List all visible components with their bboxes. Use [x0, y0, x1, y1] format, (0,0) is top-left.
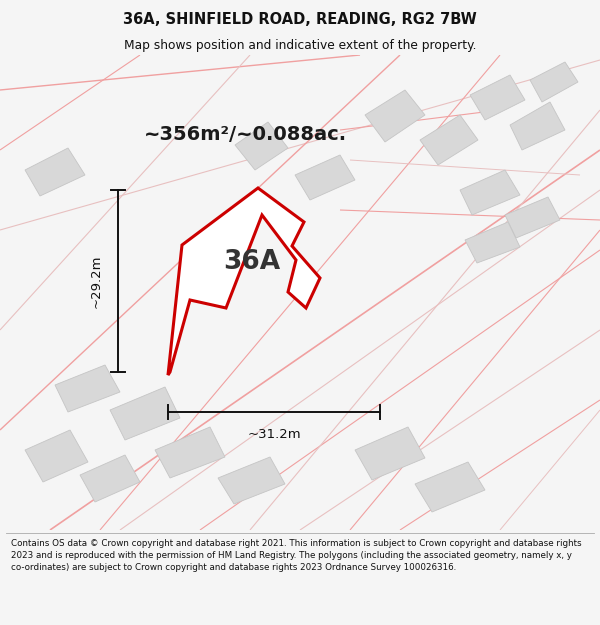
Text: ~29.2m: ~29.2m [89, 254, 103, 308]
Polygon shape [510, 102, 565, 150]
Polygon shape [420, 115, 478, 165]
Text: Contains OS data © Crown copyright and database right 2021. This information is : Contains OS data © Crown copyright and d… [11, 539, 581, 572]
Text: 36A: 36A [223, 249, 281, 275]
Text: Map shows position and indicative extent of the property.: Map shows position and indicative extent… [124, 39, 476, 51]
Polygon shape [460, 170, 520, 215]
Polygon shape [155, 427, 225, 478]
Polygon shape [415, 462, 485, 512]
Polygon shape [25, 430, 88, 482]
Polygon shape [355, 427, 425, 480]
Text: ~356m²/~0.088ac.: ~356m²/~0.088ac. [143, 126, 347, 144]
Polygon shape [25, 148, 85, 196]
Polygon shape [168, 188, 320, 375]
Polygon shape [530, 62, 578, 102]
Polygon shape [235, 122, 288, 170]
Polygon shape [218, 457, 285, 504]
Polygon shape [80, 455, 140, 502]
Text: ~31.2m: ~31.2m [247, 428, 301, 441]
Polygon shape [470, 75, 525, 120]
Text: 36A, SHINFIELD ROAD, READING, RG2 7BW: 36A, SHINFIELD ROAD, READING, RG2 7BW [123, 12, 477, 27]
Polygon shape [465, 222, 520, 263]
Polygon shape [55, 365, 120, 412]
Polygon shape [505, 197, 560, 238]
Polygon shape [295, 155, 355, 200]
Polygon shape [110, 387, 180, 440]
Polygon shape [365, 90, 425, 142]
